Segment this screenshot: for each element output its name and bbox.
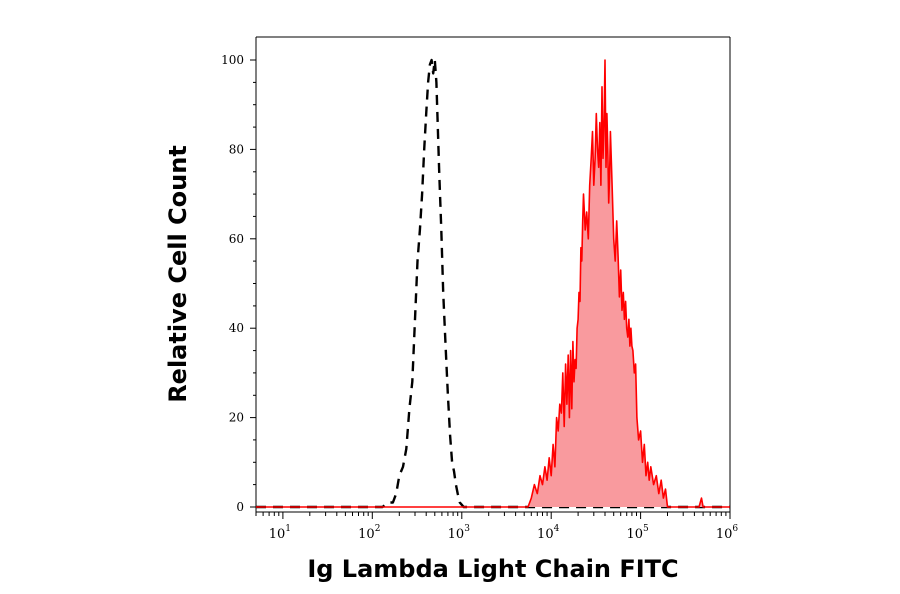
x-tick-label: 104 xyxy=(537,524,560,542)
x-axis-ticks: 101 102 103 104 105 106 xyxy=(255,512,739,542)
x-tick-label: 105 xyxy=(626,524,649,542)
series-1-fill xyxy=(256,60,730,507)
x-tick-label: 101 xyxy=(269,524,291,542)
y-tick-label: 80 xyxy=(229,142,244,156)
series-1-line xyxy=(256,59,730,508)
y-tick-label: 40 xyxy=(229,321,244,335)
y-tick-label: 20 xyxy=(229,411,244,425)
x-tick-label: 106 xyxy=(716,524,739,542)
x-tick-label: 103 xyxy=(448,524,471,542)
y-tick-label: 60 xyxy=(229,232,244,246)
x-tick-label: 102 xyxy=(358,524,380,542)
series-0-line xyxy=(256,58,730,509)
plot-frame xyxy=(255,36,731,513)
y-tick-label: 100 xyxy=(221,53,244,67)
series-layer xyxy=(256,58,730,509)
y-tick-label: 0 xyxy=(236,500,244,514)
y-axis-title: Relative Cell Count xyxy=(164,145,192,403)
x-axis-title: Ig Lambda Light Chain FITC xyxy=(307,555,678,583)
y-axis-ticks: 0 20 40 60 80 100 xyxy=(221,53,256,514)
